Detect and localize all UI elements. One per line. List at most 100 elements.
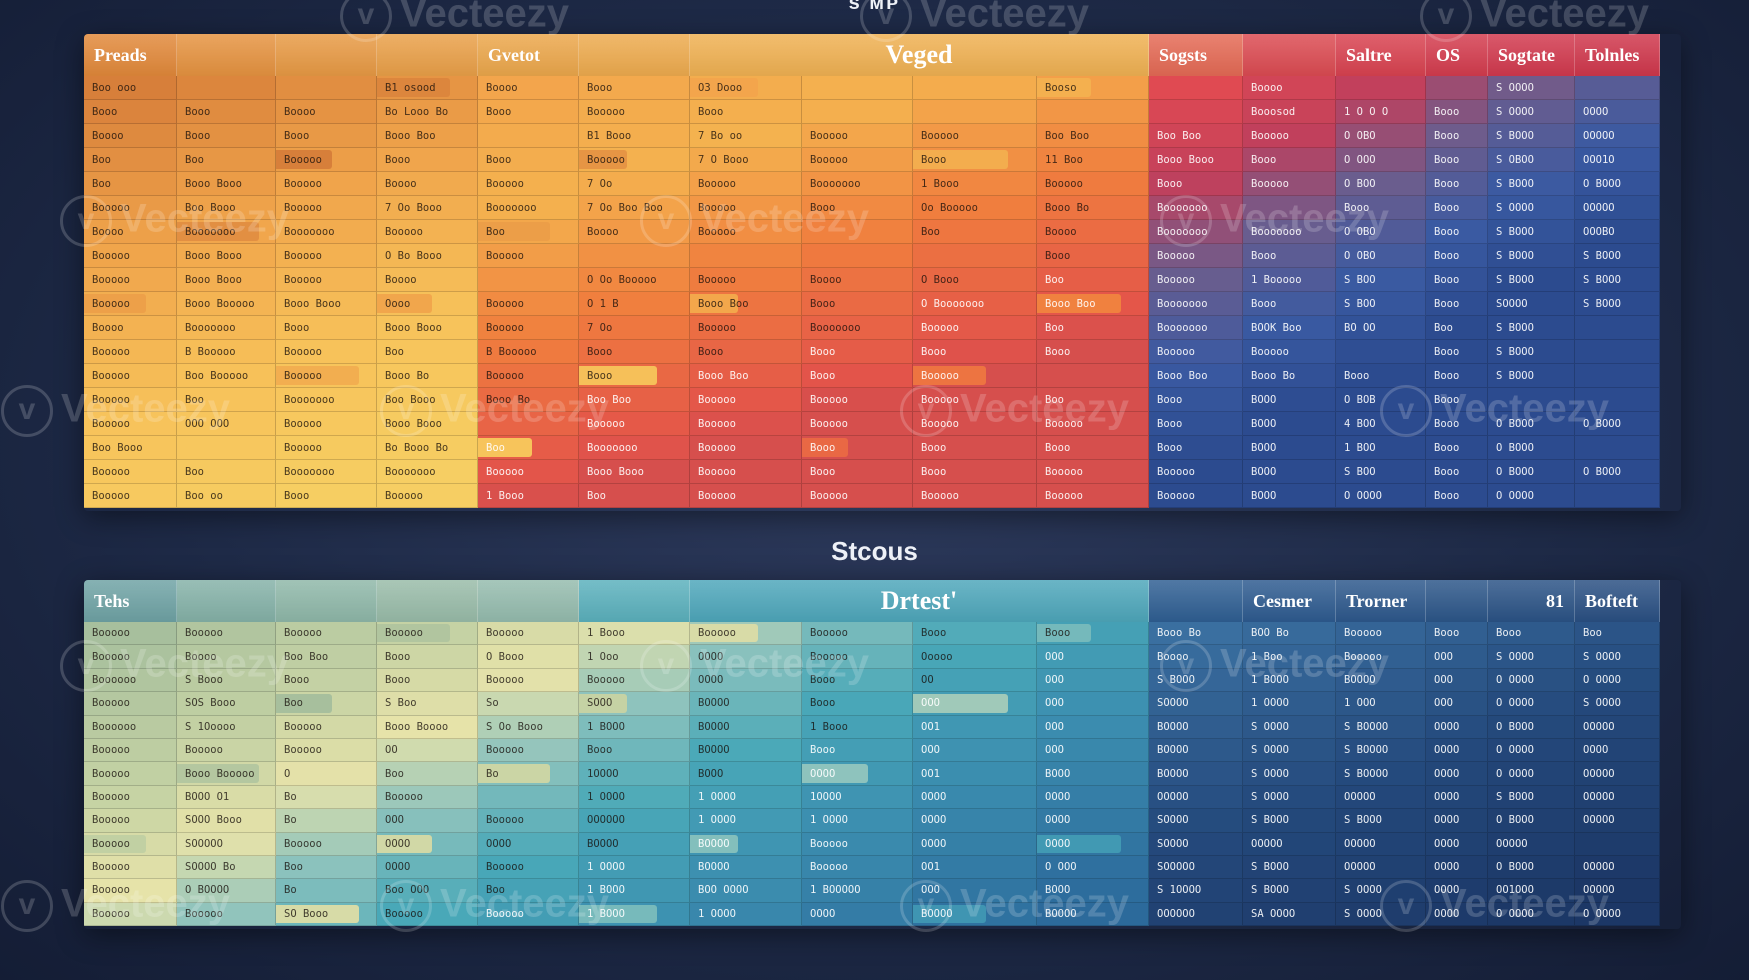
bottom-column-header-2[interactable] — [276, 580, 377, 622]
bottom-table-cell[interactable]: 1 OOOO — [690, 785, 802, 810]
top-table-cell[interactable]: Booo — [1426, 340, 1488, 364]
top-table-cell[interactable]: Booooo — [913, 124, 1037, 148]
bottom-table-row[interactable]: Booooo SOS Booo Boo S Boo So SOOO BOOOO Booo OOO… — [84, 692, 1681, 716]
top-table-row[interactable]: Booooo Boo Booooooo Boo Booo Booo Bo Boo Boo B… — [84, 388, 1681, 412]
bottom-table-cell[interactable]: S BOOO — [1488, 785, 1575, 810]
bottom-table-cell[interactable]: Booooo — [84, 855, 177, 880]
bottom-table-cell[interactable]: Booooo — [84, 832, 177, 856]
top-table-cell[interactable]: 1 Booooo — [1243, 268, 1336, 292]
top-table-cell[interactable]: Booooo — [579, 100, 690, 124]
top-table-row[interactable]: Booooo Boo Booo Booooo 7 Oo Booo Booooooo 7 O… — [84, 196, 1681, 220]
bottom-table-cell[interactable]: SOOOO Bo — [177, 855, 276, 880]
bottom-table-cell[interactable]: BOOO O1 — [177, 785, 276, 810]
top-table-cell[interactable]: Booo — [1426, 436, 1488, 460]
top-table-cell[interactable]: Booooo — [1149, 340, 1243, 364]
top-column-header-4[interactable]: Gvetot — [478, 34, 579, 76]
top-table-cell[interactable] — [1336, 76, 1426, 100]
top-table-cell[interactable]: Booooo — [802, 412, 913, 436]
bottom-table-cell[interactable]: Booo — [1426, 622, 1488, 646]
top-table-row[interactable]: Boooo Booo Booo Booo Boo B1 Booo 7 Bo oo Boooo… — [84, 124, 1681, 148]
bottom-table-row[interactable]: Boooooo S Booo Booo Booo Booooo Booooo OOOO Boo… — [84, 668, 1681, 693]
bottom-table-cell[interactable]: OOOO — [1426, 762, 1488, 786]
top-column-header-14[interactable]: Sogtate — [1488, 34, 1575, 76]
bottom-table-cell[interactable]: Booooo — [802, 832, 913, 856]
top-table-row[interactable]: Boooo Booooooo Booo Booo Booo Booooo 7 Oo Booo… — [84, 316, 1681, 340]
top-table-cell[interactable]: Booooooo — [579, 436, 690, 460]
bottom-table-cell[interactable]: SOOOO — [1149, 809, 1243, 833]
bottom-table-cell[interactable]: BOOOO — [690, 692, 802, 716]
bottom-table-cell[interactable]: O OOOO — [1488, 668, 1575, 693]
top-table-cell[interactable]: O Bo Booo — [377, 244, 478, 268]
top-table-cell[interactable]: Booo — [1426, 244, 1488, 268]
top-table-cell[interactable]: Boooo — [377, 172, 478, 196]
bottom-column-header-1[interactable] — [177, 580, 276, 622]
top-table-cell[interactable]: Booo — [1426, 484, 1488, 508]
top-table-cell[interactable]: Boo ooo — [84, 76, 177, 100]
top-table-cell[interactable]: Booo — [1426, 268, 1488, 292]
top-table-cell[interactable]: Booo — [802, 340, 913, 364]
top-table-cell[interactable] — [177, 436, 276, 460]
top-table-cell[interactable]: B1 Booo — [579, 124, 690, 148]
bottom-table-cell[interactable]: S BOOOO — [1336, 715, 1426, 739]
top-table-row[interactable]: Booooo Boo oo Booo Booooo 1 Booo Boo Booooo Boo… — [84, 484, 1681, 508]
top-table-cell[interactable]: Booo — [1426, 364, 1488, 388]
bottom-table-cell[interactable]: SOOO Booo — [177, 809, 276, 833]
bottom-table-cell[interactable]: OOOO — [1426, 738, 1488, 763]
bottom-table-cell[interactable]: Boo — [276, 855, 377, 880]
bottom-table-cell[interactable]: Boo Boo — [276, 645, 377, 669]
bottom-table-cell[interactable]: Booo Boooo — [377, 715, 478, 739]
bottom-table-cell[interactable]: O OOOO — [1488, 692, 1575, 716]
bottom-table-cell[interactable]: Booo — [377, 645, 478, 669]
top-table-cell[interactable]: Booo Booo — [377, 316, 478, 340]
top-table-cell[interactable]: Booooo — [690, 220, 802, 244]
top-table-cell[interactable]: Booooooo — [802, 316, 913, 340]
top-table-cell[interactable]: Booooo — [84, 268, 177, 292]
top-table-cell[interactable]: S OBOO — [1488, 148, 1575, 172]
top-table-cell[interactable]: Booo — [1243, 244, 1336, 268]
top-table-cell[interactable]: Booooo — [913, 316, 1037, 340]
top-table-cell[interactable]: Booooo — [377, 484, 478, 508]
top-table-cell[interactable]: Booo — [377, 148, 478, 172]
top-table-cell[interactable]: Boo oo — [177, 484, 276, 508]
top-table-cell[interactable]: Booooo — [84, 460, 177, 484]
bottom-table-cell[interactable]: OOO — [1426, 692, 1488, 716]
top-table-cell[interactable]: B Booooo — [478, 340, 579, 364]
bottom-table-cell[interactable]: Booooo — [276, 715, 377, 739]
top-table-cell[interactable] — [1575, 436, 1660, 460]
bottom-table-cell[interactable]: O BOOO — [1488, 809, 1575, 833]
bottom-table-cell[interactable]: O OOOO — [1575, 668, 1660, 693]
top-table-cell[interactable]: S OOOO — [1488, 76, 1575, 100]
top-table-cell[interactable]: Booo — [478, 148, 579, 172]
top-column-header-2[interactable] — [276, 34, 377, 76]
top-table-cell[interactable]: Boo — [177, 388, 276, 412]
top-table-cell[interactable]: Booo — [1426, 196, 1488, 220]
bottom-table-cell[interactable]: O OOOO — [1575, 902, 1660, 927]
top-table-cell[interactable]: Boo Boo — [1037, 124, 1149, 148]
top-table-cell[interactable]: S OOOO — [1488, 100, 1575, 124]
top-table-cell[interactable]: S BOOO — [1488, 316, 1575, 340]
top-table-cell[interactable]: Booooo — [84, 340, 177, 364]
bottom-table-cell[interactable]: S OOOO — [1243, 785, 1336, 810]
top-table-cell[interactable]: Booo — [1426, 100, 1488, 124]
top-table-cell[interactable]: S BOOO — [1488, 340, 1575, 364]
top-table-cell[interactable]: Booooo — [478, 316, 579, 340]
top-table-cell[interactable]: Booo — [1426, 124, 1488, 148]
top-column-header-12[interactable]: Saltre — [1336, 34, 1426, 76]
bottom-table-cell[interactable]: S OOOO — [1243, 762, 1336, 786]
top-table-cell[interactable]: Booo — [177, 124, 276, 148]
bottom-table-cell[interactable]: S OOOO — [1575, 692, 1660, 716]
top-table-cell[interactable]: Booo Booo — [579, 460, 690, 484]
bottom-table-cell[interactable]: BOOOO — [690, 855, 802, 880]
bottom-table-cell[interactable]: S BOOOO — [1336, 762, 1426, 786]
top-table-cell[interactable]: Booooo — [913, 388, 1037, 412]
top-table-cell[interactable]: Booo — [802, 460, 913, 484]
top-table-cell[interactable]: S BOOO — [1575, 268, 1660, 292]
top-table-cell[interactable]: Booooooo — [1243, 220, 1336, 244]
top-table-cell[interactable]: Booooo — [690, 268, 802, 292]
bottom-table-cell[interactable]: 1OOOO — [579, 762, 690, 786]
bottom-table-cell[interactable]: S OOOO — [1488, 645, 1575, 669]
bottom-table-cell[interactable]: Bo — [478, 762, 579, 786]
bottom-table-cell[interactable]: BOOOO — [579, 832, 690, 856]
bottom-table-cell[interactable]: 1 BOOO — [1243, 668, 1336, 693]
bottom-table-cell[interactable]: 1 OOOO — [802, 809, 913, 833]
